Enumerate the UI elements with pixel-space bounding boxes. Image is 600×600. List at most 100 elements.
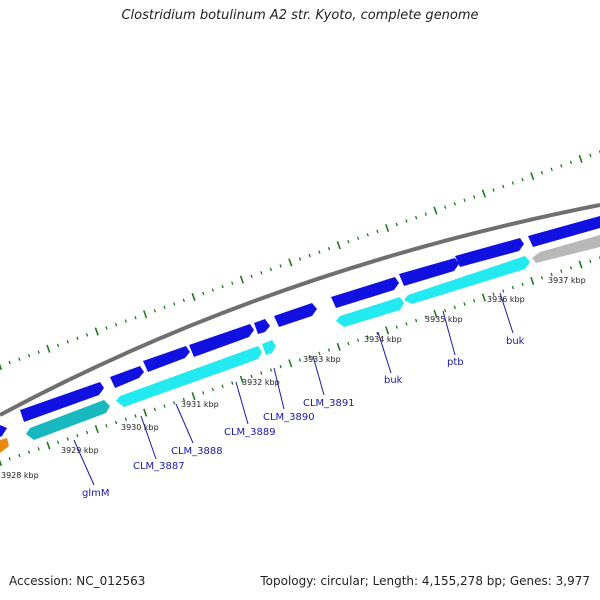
- minor-tick: [105, 326, 108, 330]
- minor-tick: [153, 407, 157, 412]
- genome-summary-text: Topology: circular; Length: 4,155,278 bp…: [260, 574, 590, 588]
- minor-tick: [163, 305, 166, 310]
- minor-tick: [327, 246, 331, 251]
- forward-gene[interactable]: [0, 425, 7, 437]
- reverse-strand-genes: [0, 235, 600, 453]
- forward-gene[interactable]: [20, 382, 104, 422]
- minor-tick: [163, 404, 166, 408]
- forward-gene[interactable]: [399, 258, 459, 286]
- major-tick: [46, 344, 51, 353]
- minor-tick: [327, 348, 331, 352]
- minor-tick: [560, 269, 563, 273]
- minor-tick: [366, 233, 369, 237]
- major-tick: [336, 342, 341, 351]
- minor-tick: [453, 202, 457, 206]
- major-tick: [578, 260, 583, 269]
- minor-tick: [473, 195, 476, 199]
- gene-label-buk-2[interactable]: buk: [506, 336, 525, 347]
- scale-label: 3933 kbp: [303, 355, 341, 364]
- minor-tick: [279, 364, 282, 369]
- minor-tick: [473, 299, 476, 303]
- major-tick: [530, 172, 535, 181]
- minor-tick: [560, 164, 563, 168]
- minor-tick: [453, 305, 457, 310]
- reverse-gene[interactable]: [262, 340, 276, 355]
- reverse-gene[interactable]: [404, 256, 530, 304]
- scale-label: 3937 kbp: [548, 276, 586, 285]
- major-tick: [433, 206, 438, 215]
- minor-tick: [443, 205, 447, 209]
- forward-gene[interactable]: [331, 277, 399, 308]
- minor-tick: [395, 325, 398, 329]
- gene-label-CLM_3889[interactable]: CLM_3889: [224, 427, 276, 438]
- major-tick: [578, 154, 583, 163]
- minor-tick: [124, 417, 127, 421]
- major-tick: [143, 408, 148, 417]
- reverse-gene[interactable]: [116, 346, 262, 407]
- reverse-gene[interactable]: [336, 297, 404, 327]
- minor-tick: [395, 222, 398, 227]
- major-tick: [239, 275, 245, 284]
- minor-tick: [231, 281, 234, 285]
- minor-tick: [27, 450, 31, 454]
- minor-tick: [269, 368, 273, 372]
- forward-gene[interactable]: [110, 366, 144, 388]
- minor-tick: [569, 266, 573, 270]
- gene-labels: glmM CLM_3887 CLM_3888 CLM_3889 CLM_3890…: [82, 336, 525, 499]
- minor-tick: [105, 424, 108, 428]
- scale-label: 3935 kbp: [425, 315, 463, 324]
- rna-gene[interactable]: [0, 438, 9, 453]
- major-tick: [191, 392, 196, 401]
- minor-tick: [414, 215, 418, 220]
- minor-tick: [414, 318, 418, 323]
- gene-label-CLM_3888[interactable]: CLM_3888: [171, 446, 223, 457]
- minor-tick: [134, 315, 137, 320]
- forward-gene[interactable]: [274, 303, 317, 327]
- outer-tick-ring: [0, 150, 600, 371]
- other-gene[interactable]: [532, 235, 600, 263]
- backbone-arc: [0, 203, 600, 417]
- minor-tick: [463, 302, 466, 306]
- major-tick: [433, 309, 438, 318]
- minor-tick: [114, 322, 118, 327]
- scale-label: 3936 kbp: [487, 295, 525, 304]
- reverse-gene[interactable]: [26, 400, 110, 440]
- gene-label-CLM_3891[interactable]: CLM_3891: [303, 398, 355, 409]
- minor-tick: [56, 343, 60, 348]
- gene-label-CLM_3890[interactable]: CLM_3890: [263, 412, 315, 423]
- minor-tick: [511, 181, 515, 185]
- major-tick: [191, 292, 196, 301]
- gene-label-ptb[interactable]: ptb: [447, 357, 464, 368]
- minor-tick: [182, 397, 186, 402]
- gene-label-glmM[interactable]: glmM: [82, 488, 110, 499]
- minor-tick: [173, 401, 176, 405]
- major-tick: [0, 459, 3, 467]
- scale-labels: 3928 kbp 3929 kbp 3930 kbp 3931 kbp 3932…: [1, 276, 586, 480]
- minor-tick: [308, 253, 311, 258]
- major-tick: [94, 425, 99, 434]
- scale-label: 3930 kbp: [121, 423, 159, 432]
- forward-gene[interactable]: [143, 346, 190, 372]
- minor-tick: [211, 288, 215, 292]
- accession-text: Accession: NC_012563: [9, 574, 146, 588]
- minor-tick: [405, 219, 408, 223]
- major-tick: [0, 363, 3, 371]
- major-tick: [288, 359, 293, 368]
- gene-label-buk-1[interactable]: buk: [384, 375, 403, 386]
- forward-gene[interactable]: [254, 319, 270, 334]
- minor-tick: [298, 257, 302, 261]
- major-tick: [385, 326, 390, 335]
- minor-tick: [221, 284, 224, 289]
- minor-tick: [589, 259, 592, 264]
- forward-gene[interactable]: [189, 324, 254, 357]
- minor-tick: [153, 309, 157, 313]
- minor-tick: [492, 292, 495, 296]
- forward-gene[interactable]: [528, 216, 600, 247]
- minor-tick: [550, 167, 553, 172]
- minor-tick: [521, 177, 524, 182]
- gene-label-CLM_3887[interactable]: CLM_3887: [133, 461, 185, 472]
- minor-tick: [260, 271, 263, 275]
- major-tick: [94, 327, 99, 336]
- forward-gene[interactable]: [455, 238, 524, 267]
- major-tick: [46, 441, 51, 450]
